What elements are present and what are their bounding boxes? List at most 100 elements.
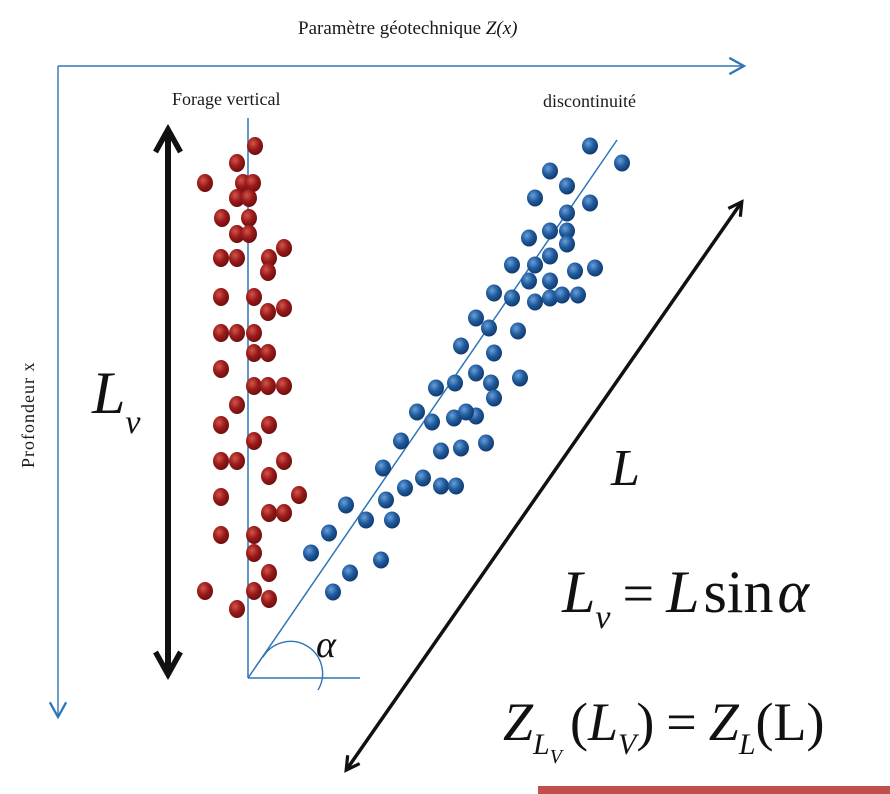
- discontinuity-point: [582, 194, 598, 212]
- borehole-point: [246, 432, 262, 450]
- borehole-point: [276, 299, 292, 317]
- borehole-point: [291, 486, 307, 504]
- discontinuity-point: [409, 403, 425, 421]
- discontinuity-label: discontinuité: [543, 91, 636, 111]
- borehole-point: [260, 344, 276, 362]
- borehole-point: [247, 137, 263, 155]
- discontinuity-point: [384, 511, 400, 529]
- discontinuity-point: [338, 496, 354, 514]
- borehole-point: [229, 396, 245, 414]
- borehole-point: [245, 174, 261, 192]
- borehole-point: [261, 564, 277, 582]
- borehole-point: [260, 263, 276, 281]
- discontinuity-point: [587, 259, 603, 277]
- discontinuity-point: [542, 272, 558, 290]
- borehole-point: [213, 249, 229, 267]
- discontinuity-point: [554, 286, 570, 304]
- borehole-point: [241, 225, 257, 243]
- discontinuity-point: [567, 262, 583, 280]
- discontinuity-point: [521, 229, 537, 247]
- borehole-point: [213, 360, 229, 378]
- discontinuity-point: [415, 469, 431, 487]
- formula-lv: Lv = Lsinα: [561, 559, 810, 636]
- borehole-point: [241, 189, 257, 207]
- l-label: L: [610, 440, 640, 497]
- discontinuity-point: [542, 162, 558, 180]
- discontinuity-point: [512, 369, 528, 387]
- discontinuity-point: [453, 337, 469, 355]
- lv-label: Lv: [91, 360, 141, 441]
- discontinuity-point: [542, 222, 558, 240]
- borehole-point: [276, 504, 292, 522]
- x-axis-label: Paramètre géotechnique Z(x): [298, 18, 517, 39]
- borehole-point: [214, 209, 230, 227]
- discontinuity-point: [478, 434, 494, 452]
- borehole-point: [229, 600, 245, 618]
- borehole-point: [246, 582, 262, 600]
- borehole-point: [260, 303, 276, 321]
- borehole-points: [197, 137, 307, 618]
- discontinuity-point: [447, 374, 463, 392]
- borehole-point: [246, 288, 262, 306]
- discontinuity-point: [342, 564, 358, 582]
- borehole-point: [261, 249, 277, 267]
- discontinuity-point: [428, 379, 444, 397]
- borehole-point: [229, 249, 245, 267]
- borehole-point: [261, 416, 277, 434]
- discontinuity-point: [582, 137, 598, 155]
- borehole-point: [261, 467, 277, 485]
- borehole-point: [229, 189, 245, 207]
- angle-arc: [262, 640, 324, 691]
- discontinuity-point: [373, 551, 389, 569]
- borehole-point: [246, 544, 262, 562]
- discontinuity-point: [424, 413, 440, 431]
- discontinuity-point: [433, 477, 449, 495]
- alpha-label: α: [316, 624, 337, 666]
- borehole-point: [246, 344, 262, 362]
- discontinuity-point: [325, 583, 341, 601]
- discontinuity-point: [303, 544, 319, 562]
- discontinuity-point: [510, 322, 526, 340]
- borehole-point: [276, 452, 292, 470]
- discontinuity-point: [614, 154, 630, 172]
- borehole-point: [213, 488, 229, 506]
- discontinuity-point: [483, 374, 499, 392]
- discontinuity-point: [486, 284, 502, 302]
- borehole-point: [213, 324, 229, 342]
- borehole-point: [261, 590, 277, 608]
- borehole-point: [197, 582, 213, 600]
- discontinuity-point: [570, 286, 586, 304]
- discontinuity-point: [527, 189, 543, 207]
- discontinuity-point: [559, 204, 575, 222]
- borehole-point: [246, 526, 262, 544]
- l-double-arrow: [347, 203, 741, 769]
- borehole-label: Forage vertical: [172, 89, 280, 109]
- discontinuity-point: [559, 235, 575, 253]
- borehole-point: [241, 209, 257, 227]
- borehole-point: [229, 154, 245, 172]
- discontinuity-point: [527, 293, 543, 311]
- discontinuity-point: [458, 403, 474, 421]
- discontinuity-point: [486, 389, 502, 407]
- formula-underline: [538, 786, 890, 794]
- discontinuity-point: [481, 319, 497, 337]
- borehole-point: [260, 377, 276, 395]
- borehole-point: [229, 452, 245, 470]
- borehole-point: [276, 239, 292, 257]
- discontinuity-point: [453, 439, 469, 457]
- discontinuity-point: [397, 479, 413, 497]
- discontinuity-point: [433, 442, 449, 460]
- discontinuity-point: [378, 491, 394, 509]
- borehole-point: [213, 452, 229, 470]
- borehole-point: [229, 225, 245, 243]
- borehole-point: [213, 526, 229, 544]
- borehole-point: [229, 324, 245, 342]
- discontinuity-points: [303, 137, 630, 601]
- discontinuity-point: [504, 289, 520, 307]
- discontinuity-point: [375, 459, 391, 477]
- borehole-point: [197, 174, 213, 192]
- borehole-point: [213, 288, 229, 306]
- discontinuity-point: [542, 247, 558, 265]
- borehole-point: [246, 377, 262, 395]
